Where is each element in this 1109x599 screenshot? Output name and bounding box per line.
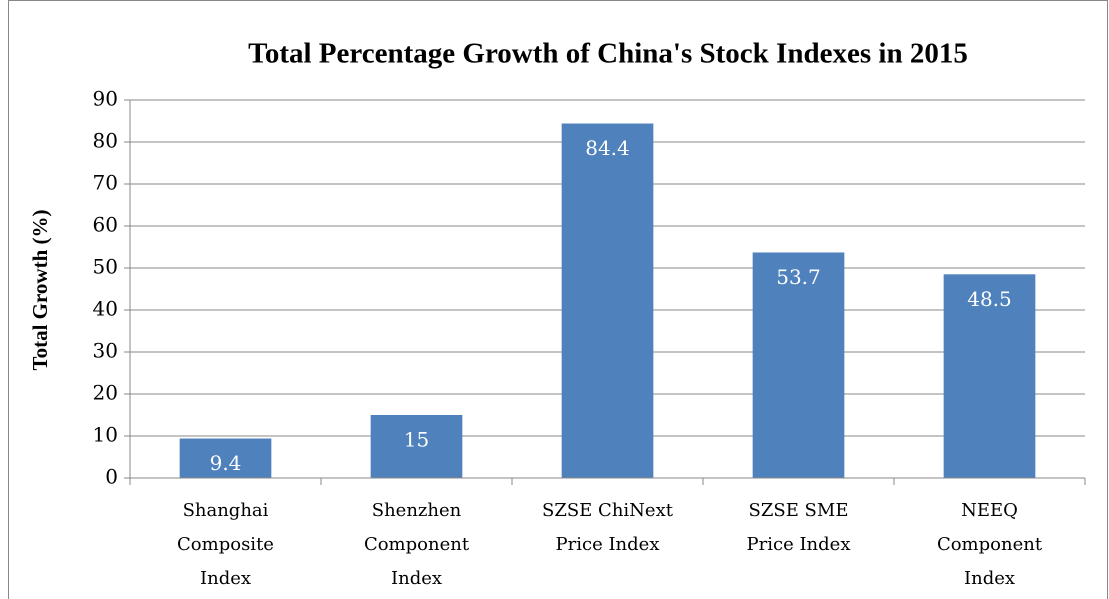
x-tick-label: Shanghai Composite Index [177, 500, 274, 589]
x-tick-label: SZSE ChiNext Price Index [542, 500, 673, 555]
y-tick-label: 20 [93, 381, 118, 405]
bar [370, 415, 463, 478]
y-tick-label: 90 [93, 87, 118, 111]
value-label: 48.5 [967, 287, 1012, 311]
y-tick-label: 0 [105, 465, 118, 489]
x-tick-label: SZSE SME Price Index [746, 500, 851, 555]
y-tick-label: 40 [93, 297, 118, 321]
y-axis-title: Total Growth (%) [28, 209, 52, 370]
bar [943, 274, 1036, 478]
bar [752, 252, 845, 478]
y-tick-label: 30 [93, 339, 118, 363]
chart-border [8, 0, 1108, 599]
y-tick-label: 10 [93, 423, 118, 447]
y-tick-label: 50 [93, 255, 118, 279]
y-tick-label: 60 [93, 213, 118, 237]
value-label: 15 [404, 428, 429, 452]
bar [179, 438, 272, 478]
value-label: 53.7 [776, 265, 821, 289]
bar [561, 123, 654, 479]
chart-title: Total Percentage Growth of China's Stock… [248, 38, 968, 70]
value-label: 9.4 [210, 451, 242, 475]
x-tick-label: Shenzhen Component Index [363, 500, 470, 589]
x-tick-label: NEEQ Component Index [936, 500, 1043, 589]
y-tick-label: 80 [93, 129, 118, 153]
y-tick-label: 70 [93, 171, 118, 195]
value-label: 84.4 [585, 136, 630, 160]
